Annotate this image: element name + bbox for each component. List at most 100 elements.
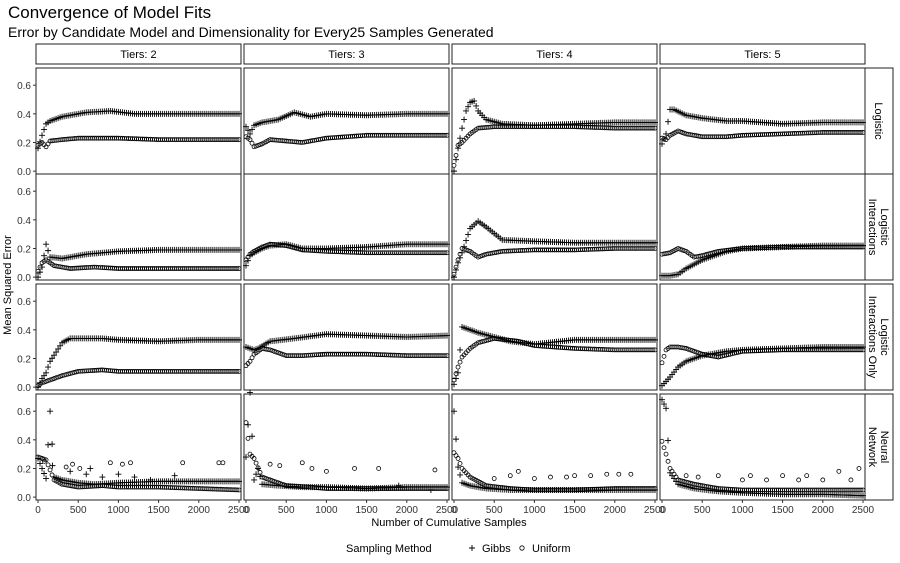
- point-gibbs: [463, 107, 470, 114]
- point-uniform: [442, 250, 448, 256]
- point-uniform: [324, 468, 329, 474]
- point-uniform: [804, 473, 810, 479]
- x-tick-label: 1500: [147, 505, 170, 516]
- point-gibbs: [57, 342, 64, 349]
- point-gibbs: [453, 436, 460, 443]
- point-uniform: [442, 132, 448, 138]
- point-gibbs: [859, 492, 866, 499]
- point-uniform: [255, 465, 261, 471]
- y-tick-label: 0.6: [17, 297, 31, 308]
- point-uniform: [42, 458, 47, 464]
- point-uniform: [548, 474, 553, 480]
- point-uniform: [564, 474, 569, 480]
- chart-title: Convergence of Model Fits: [8, 3, 212, 22]
- x-tick-label: 1500: [771, 505, 794, 516]
- y-tick-label: 0.0: [17, 493, 31, 504]
- legend-label: Uniform: [532, 543, 571, 555]
- x-tick-label: 0: [451, 505, 457, 516]
- x-tick-label: 1000: [107, 505, 130, 516]
- point-uniform: [234, 368, 240, 374]
- point-gibbs: [39, 465, 46, 472]
- facet-strip-row-2: LogisticInteractions: [864, 173, 894, 281]
- y-tick-label: 0.4: [17, 436, 31, 447]
- point-uniform: [70, 461, 75, 467]
- point-uniform: [451, 271, 457, 277]
- x-tick-label: 500: [694, 505, 711, 516]
- point-uniform: [628, 471, 634, 477]
- point-uniform: [780, 473, 785, 479]
- facet-strip-row-4: NeuralNetwork: [864, 393, 894, 501]
- x-tick-label: 1000: [523, 505, 546, 516]
- point-uniform: [650, 486, 656, 491]
- point-uniform: [820, 477, 826, 483]
- facet-label: Tiers: 4: [536, 49, 572, 61]
- point-gibbs: [235, 478, 242, 485]
- point-gibbs: [253, 471, 260, 478]
- point-uniform: [45, 462, 51, 468]
- panel-2-3: [451, 173, 658, 281]
- y-tick-label: 0.2: [17, 138, 31, 149]
- point-uniform: [299, 460, 305, 466]
- point-uniform: [249, 355, 255, 361]
- point-uniform: [572, 473, 577, 479]
- point-uniform: [442, 486, 448, 491]
- point-gibbs: [245, 127, 252, 134]
- point-uniform: [236, 368, 242, 374]
- facet-label: LogisticInteractions Only: [866, 296, 890, 379]
- point-gibbs: [463, 237, 470, 244]
- panel-4-3: [451, 393, 658, 501]
- point-uniform: [444, 132, 450, 138]
- point-uniform: [236, 137, 242, 143]
- facet-label: Tiers: 3: [328, 49, 364, 61]
- point-gibbs: [35, 145, 42, 152]
- point-uniform: [515, 468, 521, 474]
- point-uniform: [453, 264, 459, 270]
- point-uniform: [616, 471, 622, 477]
- panel-2-4: [659, 173, 866, 281]
- point-uniform: [128, 460, 133, 466]
- facet-strip-col-2: Tiers: 3: [243, 43, 450, 65]
- point-uniform: [267, 461, 273, 467]
- legend-key-circle: [519, 545, 525, 551]
- point-gibbs: [663, 405, 670, 412]
- y-axis-label: Mean Squared Error: [2, 235, 14, 335]
- point-gibbs: [457, 135, 464, 142]
- point-gibbs: [661, 401, 668, 408]
- point-gibbs: [465, 103, 472, 110]
- facet-strip-col-3: Tiers: 4: [451, 43, 658, 65]
- point-uniform: [695, 474, 701, 480]
- point-uniform: [858, 130, 864, 135]
- point-gibbs: [651, 119, 658, 126]
- point-gibbs: [459, 125, 466, 132]
- point-uniform: [35, 269, 41, 274]
- point-gibbs: [651, 239, 658, 246]
- point-uniform: [588, 473, 594, 479]
- point-gibbs: [659, 396, 666, 403]
- point-uniform: [652, 347, 658, 353]
- panel-1-2: [243, 67, 450, 175]
- point-uniform: [455, 257, 461, 263]
- x-tick-label: 0: [35, 505, 41, 516]
- point-gibbs: [427, 486, 434, 493]
- facet-label: LogisticInteractions: [866, 199, 890, 256]
- point-gibbs: [455, 259, 462, 266]
- point-gibbs: [115, 471, 122, 478]
- x-tick-label: 1000: [315, 505, 338, 516]
- point-gibbs: [43, 369, 50, 376]
- point-uniform: [247, 358, 253, 364]
- x-tick-label: 2000: [396, 505, 419, 516]
- point-uniform: [247, 137, 253, 143]
- point-gibbs: [171, 472, 178, 479]
- point-uniform: [748, 473, 753, 479]
- y-tick-label: 0.2: [17, 354, 31, 365]
- x-tick-label: 2000: [812, 505, 835, 516]
- point-gibbs: [49, 441, 56, 448]
- y-tick-label: 0.4: [17, 110, 31, 121]
- x-tick-label: 1500: [563, 505, 586, 516]
- point-uniform: [251, 456, 257, 461]
- point-uniform: [352, 466, 357, 471]
- x-tick-label: 500: [70, 505, 87, 516]
- point-gibbs: [43, 475, 50, 482]
- point-gibbs: [131, 474, 138, 481]
- point-gibbs: [45, 247, 52, 254]
